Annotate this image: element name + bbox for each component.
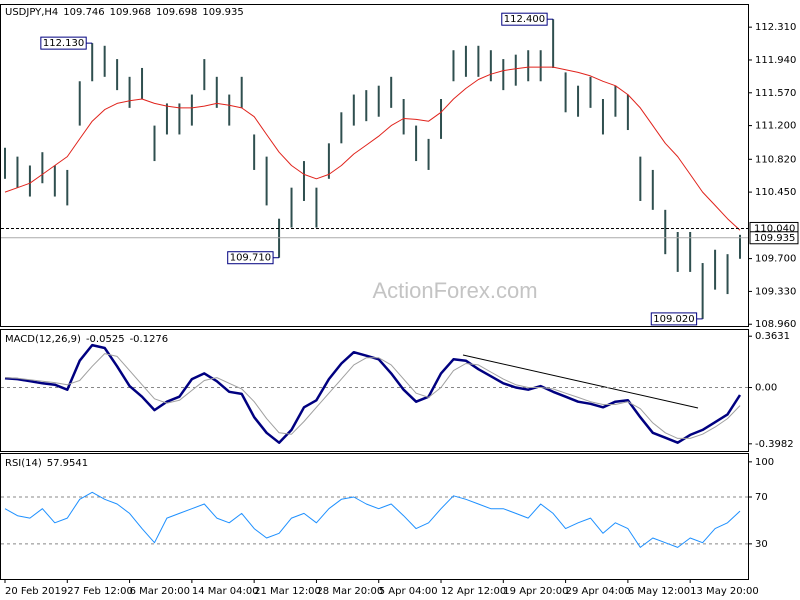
header-text: MACD(12,26,9) — [5, 334, 81, 345]
x-tick-label: 6 Mar 20:00 — [130, 586, 190, 597]
annotation-label: 109.020 — [653, 314, 694, 325]
x-tick-label: 20 Feb 2019 — [5, 586, 67, 597]
header-text: 109.698 — [156, 7, 197, 18]
y-tick-label: 0.00 — [755, 383, 777, 394]
price-panel — [0, 4, 749, 327]
header-text: -0.0525 — [86, 334, 125, 345]
y-tick-label: 109.700 — [755, 254, 796, 265]
y-tick-label: 111.570 — [755, 88, 796, 99]
y-tick-label: 110.450 — [755, 187, 796, 198]
watermark: ActionForex.com — [372, 278, 537, 303]
header-text: -0.1276 — [130, 334, 169, 345]
x-tick-label: 29 Apr 04:00 — [566, 586, 631, 597]
series-line — [4, 491, 741, 548]
trend-line — [462, 354, 699, 409]
x-tick-label: 27 Feb 12:00 — [67, 586, 133, 597]
series-line — [4, 353, 741, 439]
x-tick-label: 6 May 12:00 — [628, 586, 690, 597]
header-text: USDJPY,H4 — [5, 7, 58, 18]
y-tick-label: -0.3982 — [755, 439, 794, 450]
y-tick-label: 30 — [755, 539, 768, 550]
price-level-box — [749, 231, 799, 245]
y-tick-label: 111.200 — [755, 121, 796, 132]
y-tick-label: 109.330 — [755, 286, 796, 297]
macd-panel — [0, 329, 749, 452]
annotation-label: 109.710 — [230, 253, 271, 264]
price-level-label: 110.040 — [754, 223, 795, 234]
x-tick-label: 13 May 20:00 — [690, 586, 759, 597]
y-tick-label: 100 — [755, 457, 774, 468]
header-text: 57.9541 — [47, 458, 88, 469]
y-tick-label: 111.940 — [755, 55, 796, 66]
y-tick-label: 110.820 — [755, 154, 796, 165]
y-tick-label: 112.310 — [755, 22, 796, 33]
y-tick-label: 108.960 — [755, 319, 796, 330]
x-tick-label: 12 Apr 12:00 — [441, 586, 506, 597]
annotation-label: 112.400 — [504, 14, 545, 25]
series-line — [4, 343, 742, 444]
x-tick-label: 21 Mar 12:00 — [254, 586, 321, 597]
series-line — [4, 66, 741, 231]
header-text: 109.935 — [202, 7, 243, 18]
annotation-box — [40, 36, 87, 50]
x-tick-label: 28 Mar 20:00 — [316, 586, 383, 597]
x-tick-label: 5 Apr 04:00 — [379, 586, 438, 597]
y-tick-label: 70 — [755, 492, 768, 503]
x-tick-label: 14 Mar 04:00 — [192, 586, 259, 597]
annotation-label: 112.130 — [43, 38, 84, 49]
y-tick-label: 0.3631 — [755, 331, 790, 342]
price-level-label: 109.935 — [754, 233, 795, 244]
rsi-panel — [0, 453, 749, 580]
x-tick-label: 19 Apr 20:00 — [503, 586, 568, 597]
header-text: 109.968 — [110, 7, 151, 18]
header-text: RSI(14) — [5, 458, 42, 469]
header-text: 109.746 — [63, 7, 104, 18]
